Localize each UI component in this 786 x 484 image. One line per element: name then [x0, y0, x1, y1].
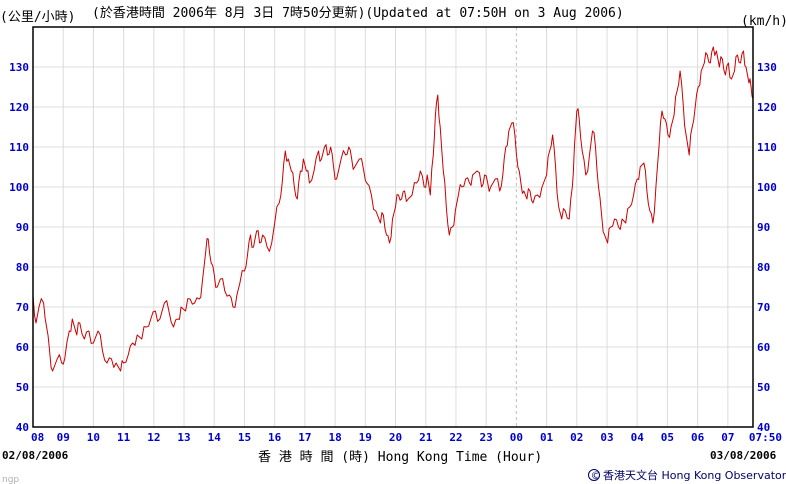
wind-speed-series-line: [32, 46, 754, 372]
y-tick-label-left: 90: [16, 221, 29, 234]
unit-label-right: (km/h): [741, 14, 786, 29]
x-tick-label: 17: [298, 431, 311, 444]
series-layer: [32, 46, 754, 372]
x-tick-label: 03: [600, 431, 613, 444]
y-tick-label-right: 100: [757, 181, 777, 194]
y-tick-label-left: 60: [16, 341, 29, 354]
copyright-icon: [588, 469, 600, 481]
x-tick-label: 05: [661, 431, 674, 444]
end-date-label: 03/08/2006: [710, 449, 777, 462]
grid-layer: [33, 27, 753, 427]
y-tick-label-left: 130: [9, 61, 29, 74]
y-tick-label-left: 50: [16, 381, 29, 394]
x-tick-label: 11: [117, 431, 131, 444]
x-tick-label: 07:50: [749, 431, 782, 444]
x-tick-label: 06: [691, 431, 705, 444]
x-tick-label: 21: [419, 431, 433, 444]
y-tick-label-right: 60: [757, 341, 770, 354]
y-tick-label-right: 40: [757, 421, 770, 434]
y-tick-label-left: 110: [9, 141, 29, 154]
y-tick-label-right: 90: [757, 221, 770, 234]
x-tick-label: 10: [87, 431, 100, 444]
unit-label-left: (公里/小時): [0, 10, 75, 25]
y-tick-label-left: 70: [16, 301, 29, 314]
copyright-symbol: ©: [591, 469, 602, 482]
y-tick-label-right: 80: [757, 261, 770, 274]
y-tick-label-right: 120: [757, 101, 777, 114]
x-tick-label: 13: [177, 431, 190, 444]
x-tick-label: 23: [480, 431, 493, 444]
x-tick-label: 08: [31, 431, 44, 444]
update-timestamp: (於香港時間 2006年 8月 3日 7時50分更新)(Updated at 0…: [92, 5, 624, 21]
x-tick-label: 22: [449, 431, 462, 444]
start-date-label: 02/08/2006: [2, 449, 69, 462]
x-tick-label: 04: [631, 431, 645, 444]
y-tick-label-left: 100: [9, 181, 29, 194]
copyright-text: 香港天文台 Hong Kong Observatory: [603, 468, 786, 482]
x-axis-title: 香 港 時 間 (時) Hong Kong Time (Hour): [258, 450, 542, 465]
y-tick-label-right: 50: [757, 381, 770, 394]
y-tick-label-right: 130: [757, 61, 777, 74]
x-tick-label: 01: [540, 431, 554, 444]
x-tick-label: 02: [570, 431, 583, 444]
x-tick-label: 12: [147, 431, 160, 444]
y-axis-right: 40 50 60 70 80 90 100 110 120 130: [757, 61, 777, 434]
y-tick-label-left: 80: [16, 261, 29, 274]
plot-border: [32, 26, 754, 428]
x-tick-label: 14: [208, 431, 222, 444]
x-tick-label: 00: [510, 431, 523, 444]
watermark: ngp: [2, 475, 19, 484]
y-tick-label-left: 40: [16, 421, 29, 434]
y-tick-label-right: 70: [757, 301, 770, 314]
x-tick-label: 20: [389, 431, 402, 444]
x-tick-label: 09: [57, 431, 70, 444]
x-tick-label: 16: [268, 431, 282, 444]
y-tick-label-right: 110: [757, 141, 777, 154]
x-tick-label: 15: [238, 431, 251, 444]
y-axis-left: 40 50 60 70 80 90 100 110 120 130: [9, 61, 29, 434]
x-tick-label: 19: [359, 431, 372, 444]
x-tick-label: 18: [328, 431, 341, 444]
x-axis: 08 09 10 11 12 13 14 15 16 17 18 19 20 21 22 23 00 01 02 03…: [31, 431, 782, 444]
x-tick-label: 07: [721, 431, 734, 444]
y-tick-label-left: 120: [9, 101, 29, 114]
